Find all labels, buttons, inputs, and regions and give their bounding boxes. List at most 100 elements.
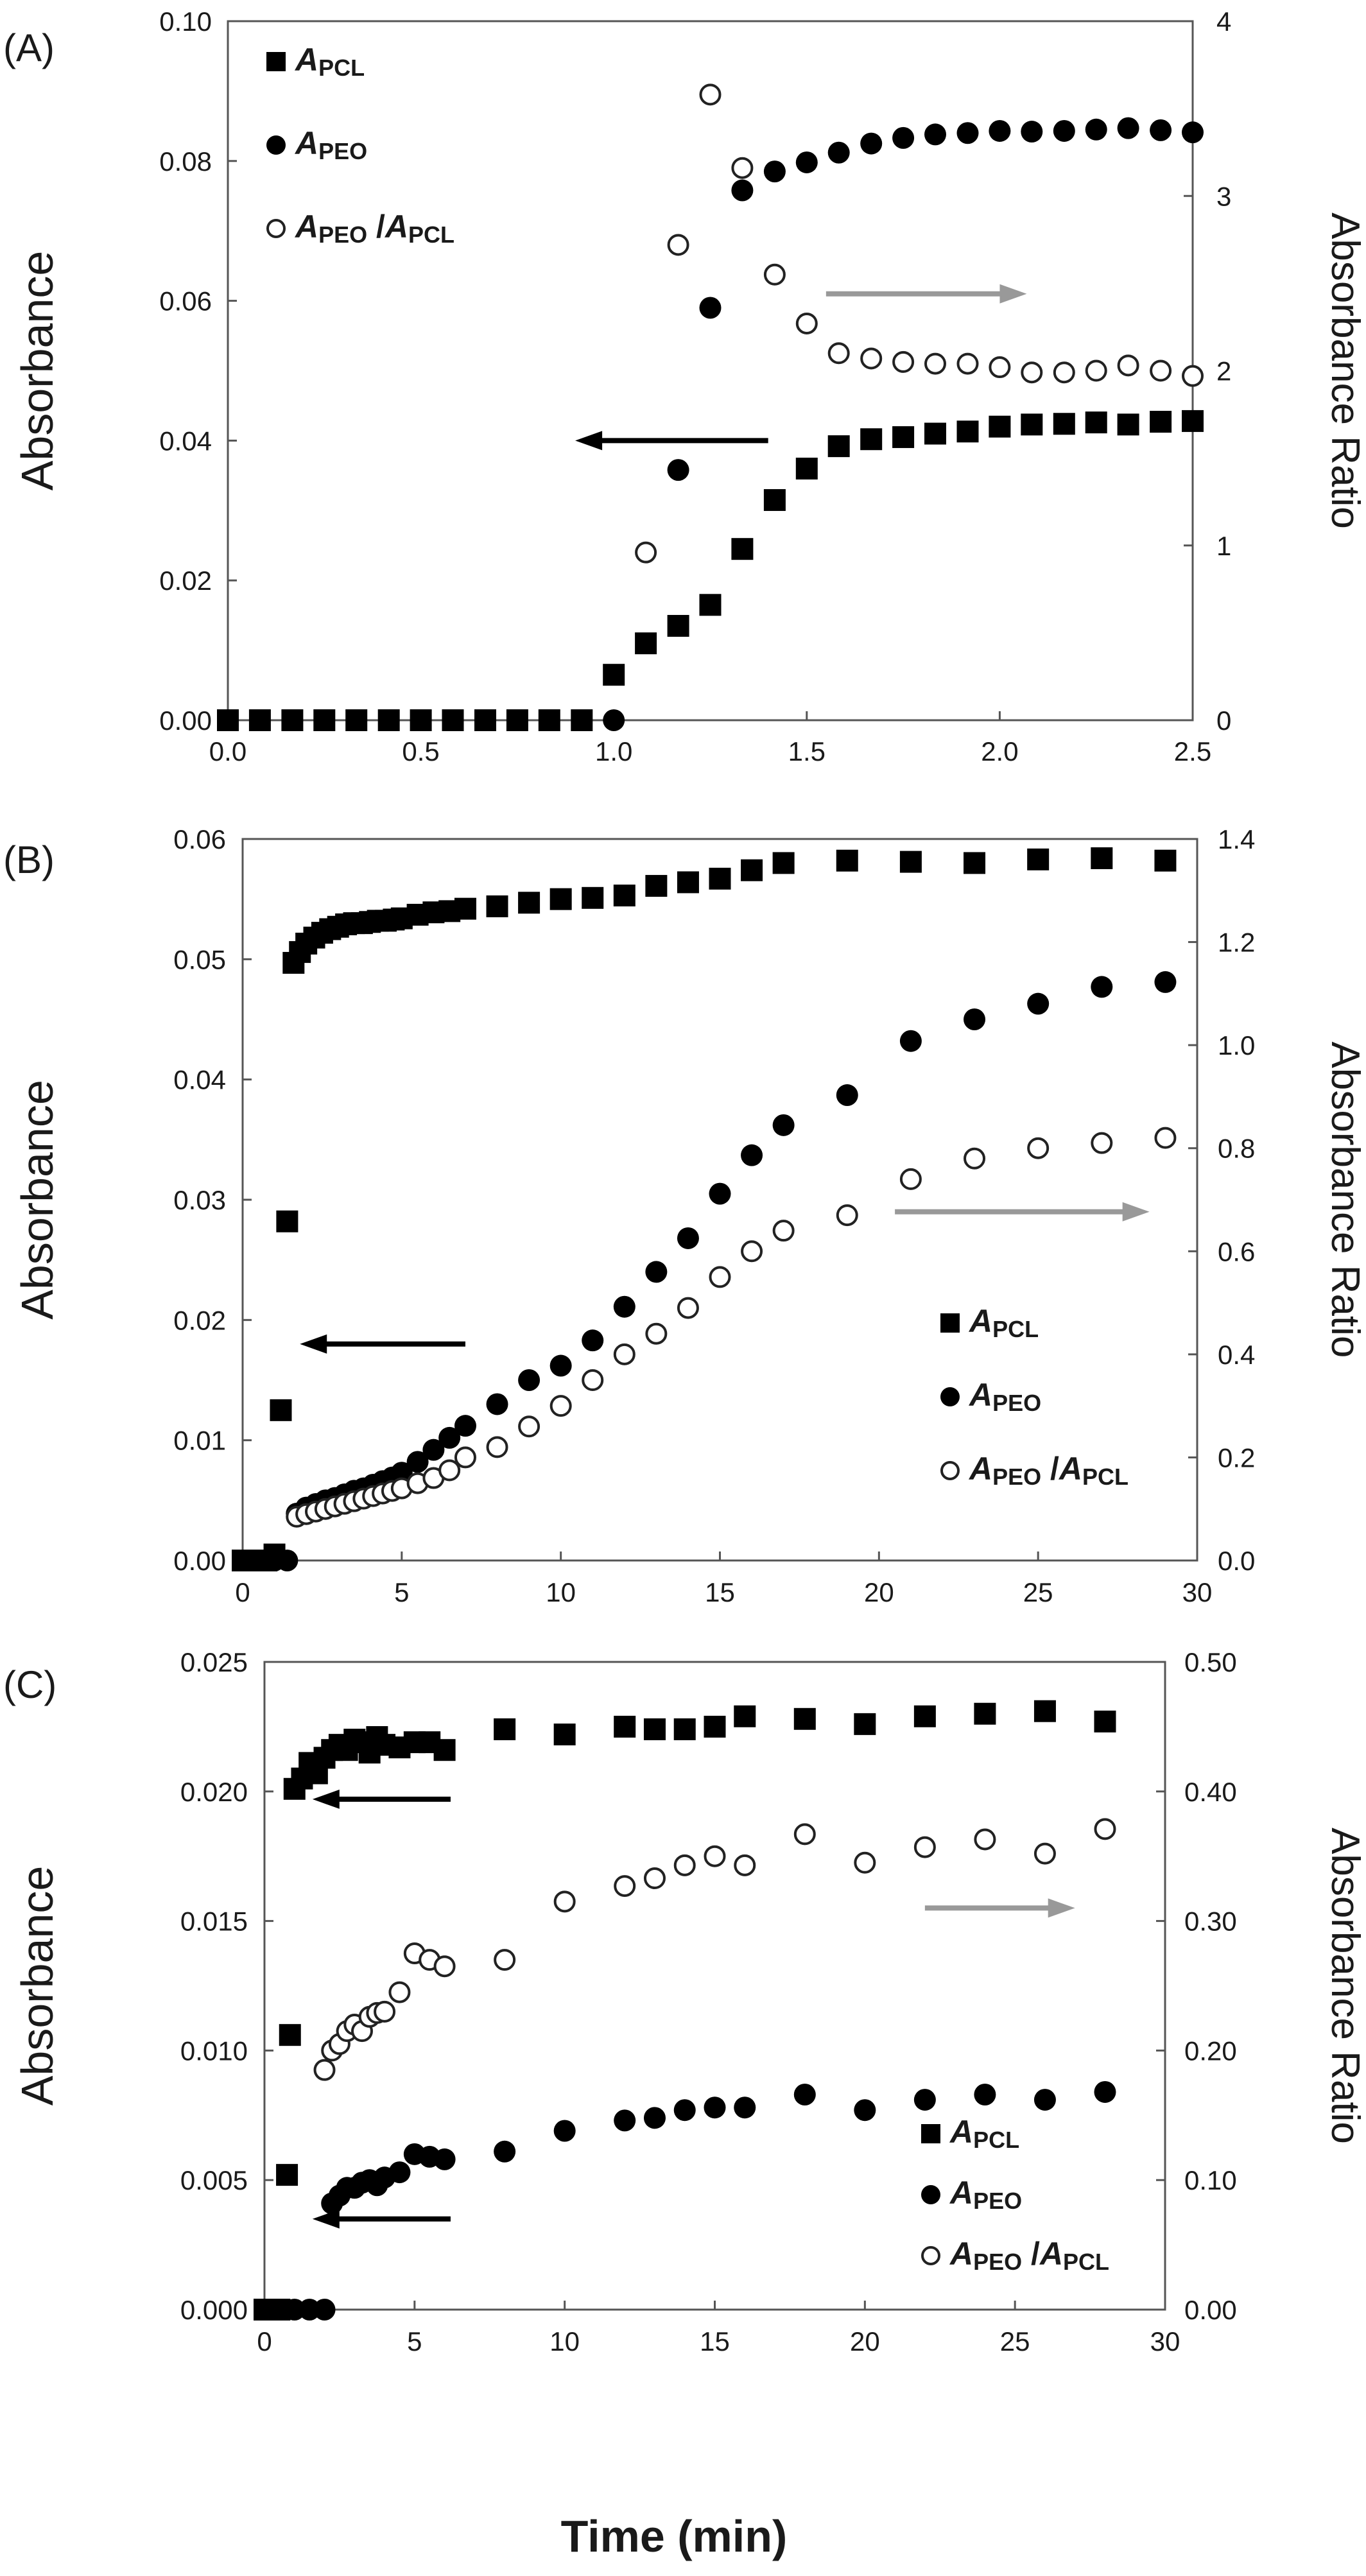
y-axis-title: Absorbance bbox=[12, 1866, 62, 2106]
legend-marker bbox=[921, 2124, 940, 2143]
data-point bbox=[313, 709, 336, 731]
y2-tick-label: 0.50 bbox=[1184, 1647, 1237, 1677]
panel-a: (A) 0.0 0.5 1.0 1.5 2.0 2.5 0.00 0.02 0.04 0.06 0.0… bbox=[3, 6, 1366, 766]
legend-entry: APCL bbox=[921, 2114, 1019, 2153]
arrow-head bbox=[999, 284, 1027, 304]
legend-entry: APEO bbox=[921, 2175, 1022, 2214]
data-point bbox=[614, 2109, 636, 2132]
y2-tick-label: 0.00 bbox=[1184, 2295, 1237, 2325]
x-tick-label: 0 bbox=[257, 2326, 272, 2356]
data-point bbox=[217, 709, 239, 731]
data-point bbox=[248, 709, 271, 731]
data-point bbox=[734, 1854, 756, 1876]
legend-marker bbox=[266, 52, 286, 71]
data-point bbox=[494, 1718, 516, 1740]
series-circle-open bbox=[635, 83, 1204, 564]
data-point bbox=[734, 2096, 756, 2119]
data-point bbox=[892, 350, 915, 373]
data-point bbox=[1085, 118, 1107, 141]
data-point bbox=[454, 1415, 476, 1437]
data-point bbox=[1053, 413, 1075, 435]
y2-tick-label: 0.0 bbox=[1218, 1546, 1255, 1576]
data-point bbox=[793, 2084, 816, 2106]
data-point bbox=[964, 1147, 986, 1170]
data-point bbox=[854, 1851, 876, 1874]
data-point bbox=[635, 541, 657, 564]
data-point bbox=[1021, 413, 1043, 436]
data-point bbox=[772, 1220, 795, 1242]
data-point bbox=[1182, 410, 1204, 432]
data-point bbox=[232, 1550, 254, 1571]
data-point bbox=[486, 1393, 508, 1415]
data-point bbox=[1182, 121, 1204, 144]
data-point bbox=[836, 1084, 858, 1107]
legend-label: APCL bbox=[949, 2114, 1019, 2153]
data-point bbox=[645, 1322, 668, 1345]
data-point bbox=[645, 1261, 668, 1283]
data-point bbox=[643, 1867, 666, 1890]
data-point bbox=[667, 614, 689, 637]
data-point bbox=[1117, 117, 1139, 139]
data-point bbox=[643, 1718, 666, 1740]
data-point bbox=[1094, 1818, 1116, 1840]
data-point bbox=[667, 459, 689, 481]
data-point bbox=[410, 709, 432, 731]
data-point bbox=[270, 1399, 292, 1421]
right-axis-arrow bbox=[826, 284, 1027, 304]
data-point bbox=[494, 1949, 516, 1971]
data-point bbox=[704, 1715, 726, 1738]
data-point bbox=[763, 263, 786, 286]
data-point bbox=[388, 2161, 411, 2184]
data-point bbox=[673, 2099, 696, 2122]
x-tick-label: 0.0 bbox=[209, 736, 246, 766]
data-point bbox=[704, 2096, 726, 2119]
data-point bbox=[899, 851, 922, 873]
data-point bbox=[924, 422, 946, 445]
data-point bbox=[734, 1705, 756, 1727]
x-tick-label: 15 bbox=[705, 1577, 735, 1607]
legend-entry: APCL bbox=[266, 42, 365, 81]
x-tick-label: 2.5 bbox=[1174, 736, 1211, 766]
right-axis-arrow bbox=[895, 1202, 1150, 1222]
arrow-head bbox=[300, 1334, 327, 1354]
data-point bbox=[964, 1008, 986, 1030]
data-point bbox=[454, 897, 476, 920]
data-point bbox=[549, 1354, 572, 1377]
data-point bbox=[283, 2299, 306, 2321]
left-axis-arrow bbox=[312, 2209, 451, 2229]
data-point bbox=[1094, 2080, 1116, 2103]
data-point bbox=[276, 1550, 298, 1571]
data-point bbox=[699, 83, 722, 106]
x-tick-label: 1.5 bbox=[788, 736, 826, 766]
y-axis-title: Absorbance bbox=[12, 251, 62, 491]
arrow-head bbox=[1048, 1898, 1075, 1918]
data-point bbox=[518, 1369, 540, 1391]
data-point bbox=[836, 1204, 858, 1227]
x-tick-label: 20 bbox=[850, 2326, 880, 2356]
data-point bbox=[454, 1446, 476, 1469]
data-point bbox=[924, 123, 946, 146]
data-point bbox=[677, 871, 699, 894]
data-point bbox=[1154, 849, 1177, 872]
y2-tick-label: 0.6 bbox=[1218, 1236, 1255, 1266]
legend-label: APEO /APCL bbox=[294, 209, 454, 248]
x-tick-label: 25 bbox=[1023, 1577, 1053, 1607]
data-point bbox=[313, 2059, 336, 2081]
data-point bbox=[974, 2084, 996, 2106]
data-point bbox=[614, 1715, 636, 1738]
data-point bbox=[913, 1705, 936, 1727]
data-point bbox=[406, 1451, 429, 1473]
x-tick-label: 30 bbox=[1182, 1577, 1213, 1607]
y-tick-label: 0.010 bbox=[180, 2036, 248, 2066]
y-tick-label: 0.020 bbox=[180, 1777, 248, 1807]
y-tick-label: 0.04 bbox=[173, 1065, 226, 1095]
data-point bbox=[731, 157, 754, 179]
data-point bbox=[793, 1707, 816, 1730]
data-point bbox=[924, 352, 946, 375]
y2-tick-label: 1.4 bbox=[1218, 824, 1255, 854]
data-point bbox=[582, 1369, 604, 1391]
data-point bbox=[704, 1845, 726, 1867]
data-point bbox=[1027, 1137, 1050, 1159]
y-tick-label: 0.06 bbox=[159, 286, 212, 316]
data-point bbox=[741, 1240, 763, 1263]
